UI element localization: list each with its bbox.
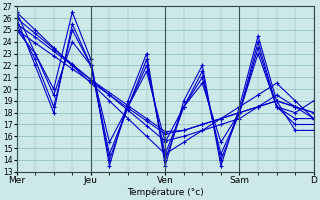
- X-axis label: Température (°c): Température (°c): [127, 188, 204, 197]
